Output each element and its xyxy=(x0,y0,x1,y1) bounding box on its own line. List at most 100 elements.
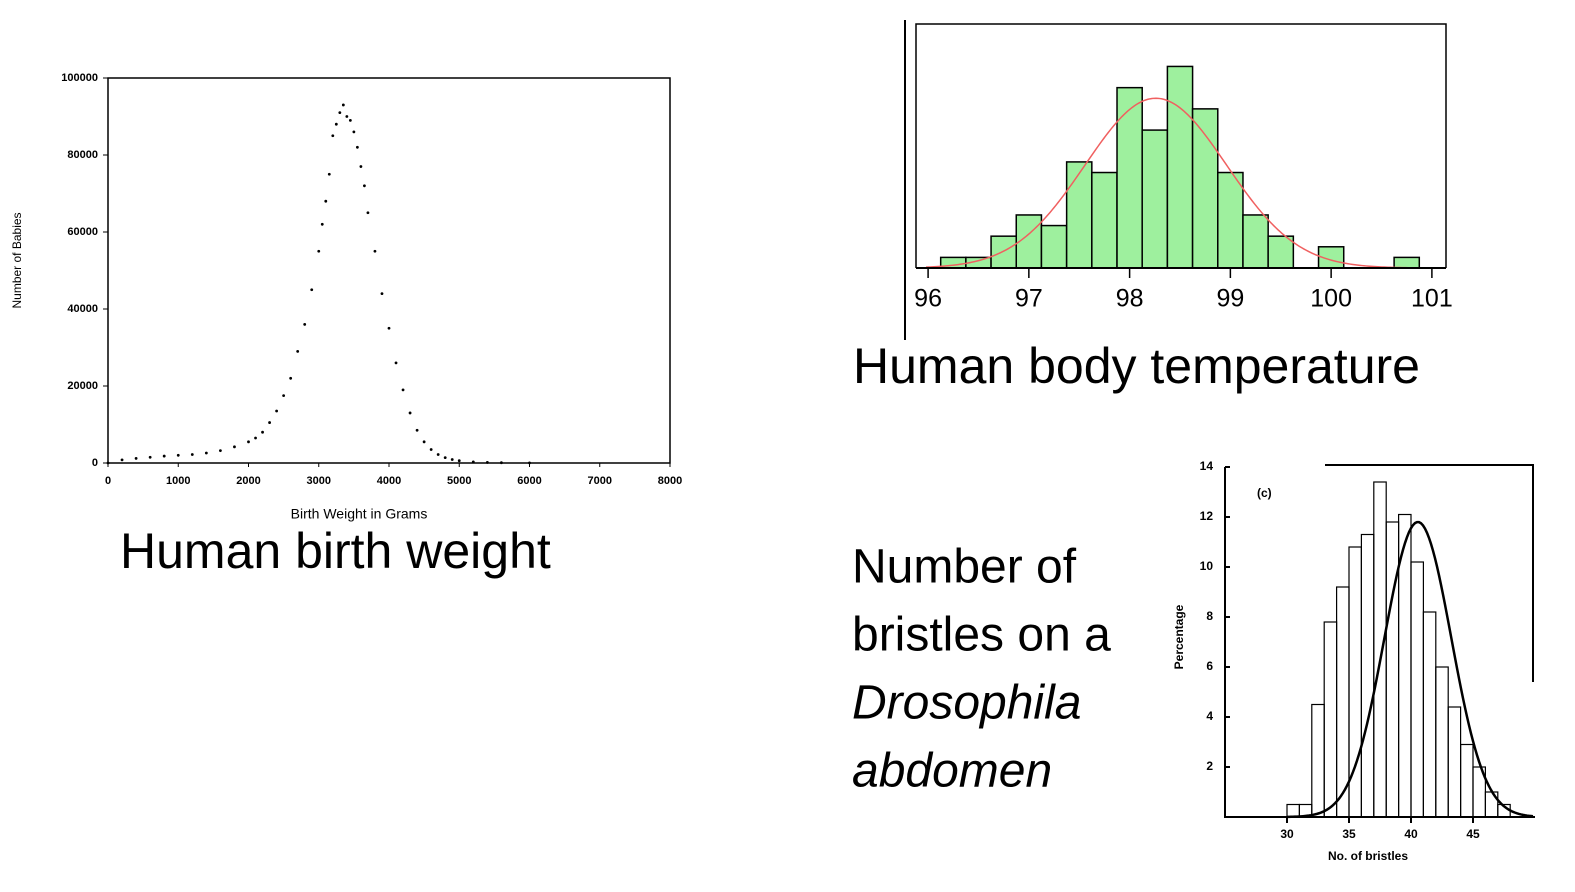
frame-part xyxy=(1325,464,1534,682)
bar xyxy=(1141,129,1169,269)
data-point xyxy=(429,448,433,451)
bar xyxy=(1393,256,1421,269)
y-tick-label: 2 xyxy=(1206,759,1213,773)
data-point xyxy=(457,459,461,463)
data-point xyxy=(408,411,412,415)
data-point xyxy=(387,326,391,330)
data-point xyxy=(289,376,293,380)
fit-curve xyxy=(1286,520,1534,819)
y-axis-label: Percentage xyxy=(1172,604,1186,669)
caption-line: bristles on a xyxy=(852,609,1111,662)
data-point xyxy=(401,388,405,392)
data-point xyxy=(450,458,454,461)
data-point xyxy=(348,118,352,122)
data-point xyxy=(338,111,342,115)
x-axis-label: Birth Weight in Grams xyxy=(291,506,428,522)
y-tick-label: 0 xyxy=(92,457,98,469)
bar xyxy=(1091,171,1118,269)
bar xyxy=(1385,521,1400,818)
bar xyxy=(1040,224,1068,269)
y-tick-label: 40000 xyxy=(67,303,98,315)
bar xyxy=(1191,108,1219,269)
data-point xyxy=(394,361,398,365)
bar xyxy=(990,235,1018,269)
plot-frame xyxy=(107,77,671,464)
x-tick-label: 97 xyxy=(1015,285,1043,313)
data-point xyxy=(485,461,489,464)
data-point xyxy=(310,288,314,292)
x-tick-label: 45 xyxy=(1466,827,1480,841)
x-tick-label: 4000 xyxy=(377,475,401,487)
x-tick-label: 8000 xyxy=(658,475,682,487)
data-point xyxy=(366,211,370,215)
bar xyxy=(1311,703,1325,818)
data-point xyxy=(204,451,208,455)
x-tick-label: 101 xyxy=(1411,285,1453,313)
data-point xyxy=(275,409,278,413)
x-tick-label: 96 xyxy=(914,285,942,313)
data-point xyxy=(436,453,440,456)
x-tick-label: 40 xyxy=(1404,827,1418,841)
data-point xyxy=(355,145,359,149)
bar xyxy=(1217,171,1244,269)
x-tick-label: 0 xyxy=(105,475,111,487)
y-tick-label: 60000 xyxy=(67,226,98,238)
data-point xyxy=(320,222,324,226)
data-point xyxy=(373,249,377,253)
x-tick-label: 3000 xyxy=(307,475,331,487)
bar xyxy=(1065,161,1093,269)
x-tick-label: 35 xyxy=(1342,827,1356,841)
data-point xyxy=(317,249,321,253)
bar xyxy=(1422,611,1437,818)
caption-line-italic: Drosophila xyxy=(852,677,1081,730)
data-point xyxy=(422,440,426,444)
data-point xyxy=(134,456,138,460)
bar xyxy=(1242,214,1269,269)
data-point xyxy=(268,421,271,424)
x-tick-label: 2000 xyxy=(236,475,260,487)
data-point xyxy=(415,428,419,432)
x-tick-label: 1000 xyxy=(166,475,190,487)
x-tick-label: 5000 xyxy=(447,475,471,487)
bar xyxy=(1323,621,1338,818)
x-tick-label: 98 xyxy=(1116,285,1144,313)
x-tick-label: 30 xyxy=(1280,827,1294,841)
x-tick-label: 100 xyxy=(1310,285,1352,313)
fit-curve xyxy=(925,97,1437,269)
data-point xyxy=(443,456,447,460)
x-tick-label: 7000 xyxy=(588,475,612,487)
data-point xyxy=(359,165,363,168)
caption-line: Number of xyxy=(852,541,1077,594)
data-point xyxy=(120,458,124,462)
bar xyxy=(1116,86,1143,269)
bar xyxy=(1447,706,1462,818)
bar xyxy=(1373,481,1387,818)
data-point xyxy=(261,430,264,434)
data-point xyxy=(324,199,328,203)
y-tick-label: 10 xyxy=(1200,559,1214,573)
data-point xyxy=(341,103,345,107)
y-tick-label: 100000 xyxy=(61,72,98,84)
panel-label: (c) xyxy=(1257,486,1272,500)
data-point xyxy=(247,440,250,444)
data-point xyxy=(363,184,366,188)
data-point xyxy=(176,453,180,457)
data-point xyxy=(148,455,152,459)
y-tick-label: 8 xyxy=(1206,609,1213,623)
data-point xyxy=(345,115,349,118)
y-tick-label: 20000 xyxy=(67,380,98,392)
caption: Human birth weight xyxy=(120,523,551,579)
bar xyxy=(1166,65,1194,269)
data-point xyxy=(254,436,257,440)
data-point xyxy=(190,453,194,456)
y-tick-label: 6 xyxy=(1206,659,1213,673)
data-point xyxy=(500,461,503,465)
data-point xyxy=(528,461,531,465)
bar xyxy=(1459,743,1474,818)
bar xyxy=(1360,533,1375,818)
bar xyxy=(1435,666,1449,818)
data-point xyxy=(162,454,166,458)
y-axis-label: Number of Babies xyxy=(10,212,24,308)
data-point xyxy=(296,349,300,353)
data-point xyxy=(331,134,335,138)
